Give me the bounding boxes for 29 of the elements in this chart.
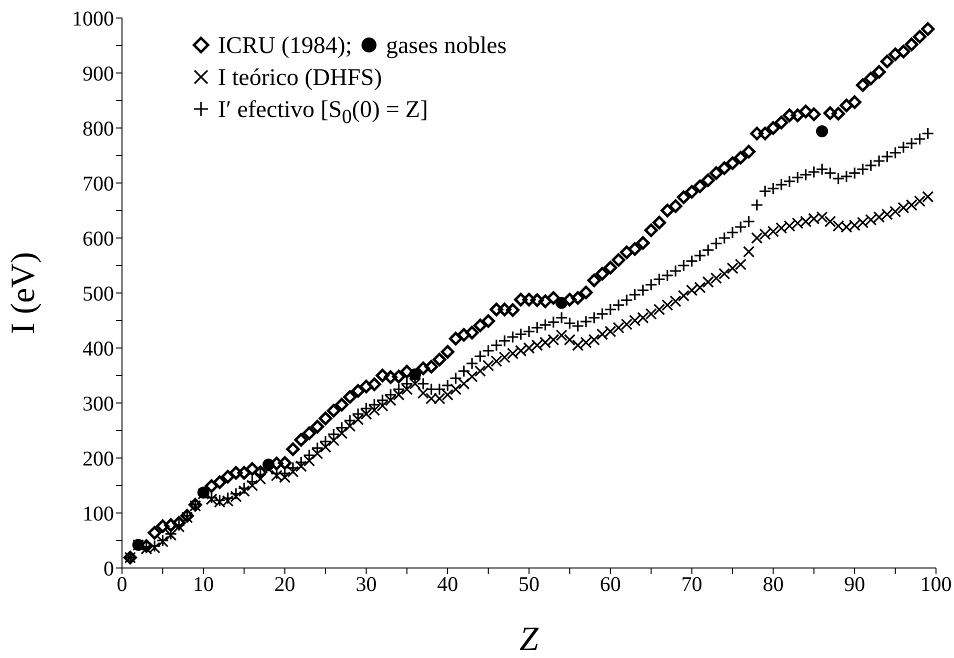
x-tick-label: 60 xyxy=(600,572,621,596)
point xyxy=(816,125,828,138)
y-tick-label: 400 xyxy=(82,336,114,360)
y-tick-label: 100 xyxy=(82,501,114,526)
y-axis-title: I (eV) xyxy=(5,252,42,334)
x-tick-label: 80 xyxy=(762,572,784,596)
y-tick-label: 200 xyxy=(82,446,114,470)
x-axis-title: Z xyxy=(520,621,540,658)
y-tick-label: 300 xyxy=(82,391,114,416)
legend-label: I′ efectivo [S$_{0}$(0) = Z] xyxy=(218,97,428,128)
x-tick-label: 50 xyxy=(518,572,540,596)
x-tick-label: 10 xyxy=(192,572,214,596)
x-tick-label: 100 xyxy=(920,572,952,596)
point xyxy=(556,296,568,309)
y-tick-label: 600 xyxy=(82,226,114,250)
x-tick-label: 90 xyxy=(844,572,866,596)
x-tick-label: 30 xyxy=(356,572,377,596)
x-tick-label: 20 xyxy=(274,572,296,596)
x-tick-label: 70 xyxy=(681,572,702,596)
legend-label: I teórico (DHFS) xyxy=(218,65,382,91)
y-tick-label: 700 xyxy=(82,171,114,196)
legend-label: ICRU (1984); xyxy=(218,33,352,59)
legend-label: gases nobles xyxy=(386,33,507,59)
y-tick-label: 500 xyxy=(82,281,114,306)
x-tick-label: 40 xyxy=(437,572,458,596)
y-tick-label: 1000 xyxy=(72,6,114,30)
y-tick-label: 800 xyxy=(82,116,114,140)
y-tick-label: 900 xyxy=(82,61,114,86)
y-tick-label: 0 xyxy=(104,556,114,580)
